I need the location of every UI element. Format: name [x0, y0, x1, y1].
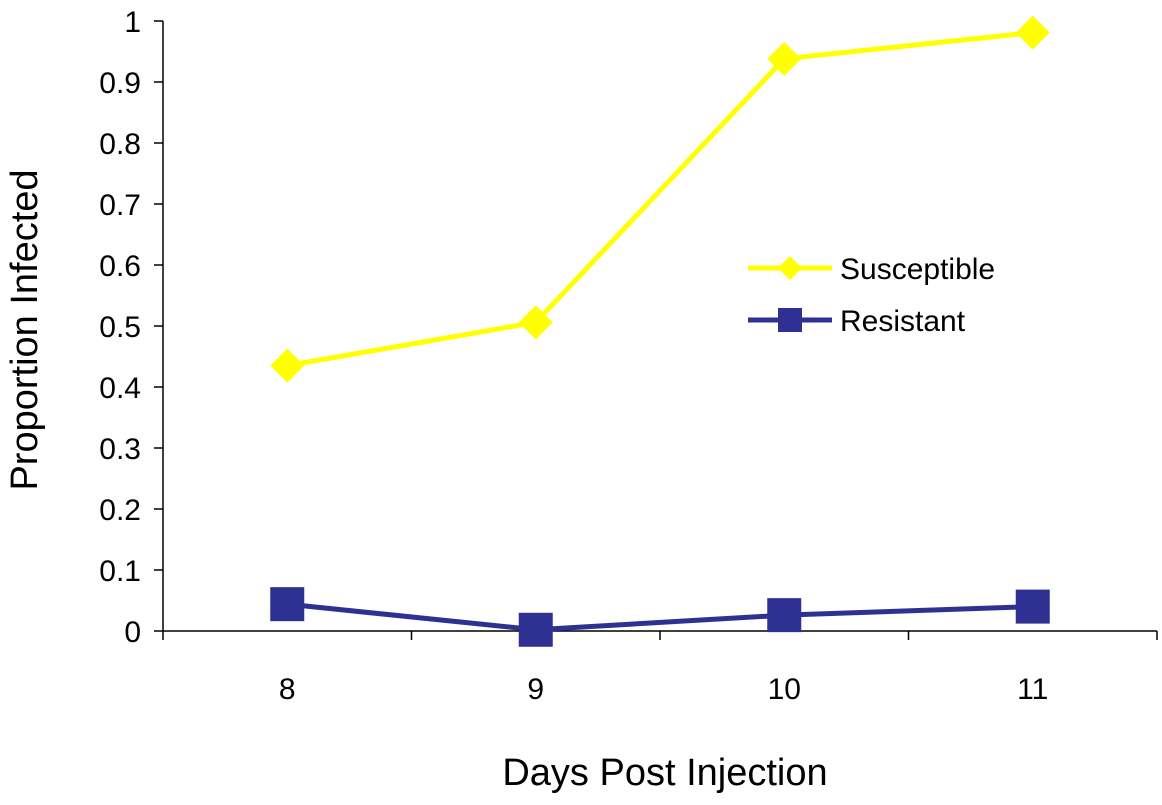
y-tick-label: 0.1 — [99, 555, 141, 588]
y-tick-label: 0.3 — [99, 433, 141, 466]
axes: 0 0.1 0.2 0.3 0.4 0.5 0.6 0.7 0.8 0.9 1 8 9 10 11 — [99, 6, 1158, 706]
y-tick-label: 0 — [124, 616, 141, 649]
legend-item-susceptible: Susceptible — [748, 253, 995, 286]
x-tick-label: 9 — [527, 673, 544, 706]
x-axis-title: Days Post Injection — [502, 752, 827, 794]
x-tick-label: 10 — [768, 673, 801, 706]
data-point-diamond — [767, 41, 802, 76]
legend-label: Resistant — [840, 305, 966, 338]
data-point-square — [1015, 589, 1050, 624]
y-tick-label: 0.5 — [99, 311, 141, 344]
data-point-square — [270, 587, 305, 622]
series-line — [286, 601, 1033, 633]
data-point-diamond — [518, 305, 553, 340]
y-tick-label: 0.8 — [99, 128, 141, 161]
data-point-square — [518, 612, 553, 647]
y-tick-label: 0.2 — [99, 494, 141, 527]
data-point-diamond — [270, 348, 305, 383]
legend-item-resistant: Resistant — [748, 305, 966, 338]
y-tick-label: 0.9 — [99, 67, 141, 100]
y-tick-label: 0.6 — [99, 250, 141, 283]
x-tick-label: 11 — [1017, 673, 1048, 706]
data-point-square — [767, 598, 802, 633]
series-susceptible — [270, 15, 1050, 383]
series-line — [286, 30, 1034, 369]
legend-diamond-icon — [778, 256, 802, 280]
y-tick-label: 0.4 — [99, 372, 141, 405]
x-tick-label: 8 — [279, 673, 296, 706]
data-point-diamond — [1015, 15, 1050, 50]
y-axis-title: Proportion Infected — [4, 169, 46, 490]
y-tick-label: 1 — [124, 6, 141, 39]
legend: Susceptible Resistant — [748, 253, 995, 338]
series-layer — [270, 15, 1050, 647]
series-resistant — [270, 587, 1050, 647]
y-tick-label: 0.7 — [99, 189, 141, 222]
legend-label: Susceptible — [840, 253, 995, 286]
legend-square-icon — [778, 308, 802, 332]
